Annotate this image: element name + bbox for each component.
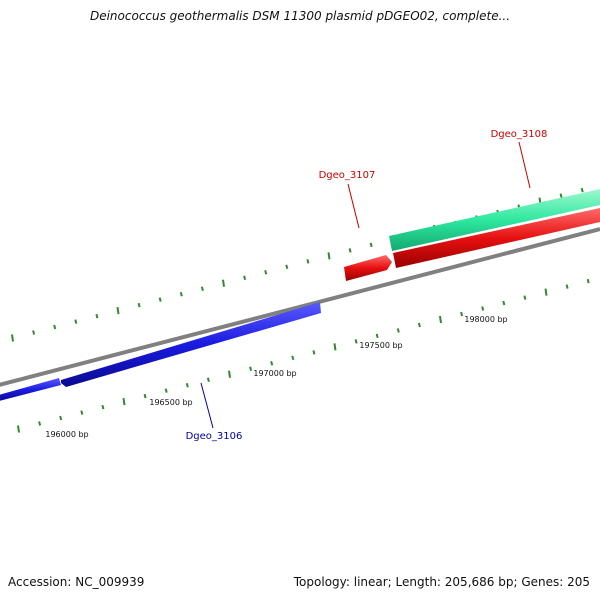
tick-mark [243, 275, 247, 281]
tick-mark [158, 297, 162, 302]
scale-label: 197000 bp [253, 369, 296, 378]
tick-mark [116, 306, 120, 315]
tick-mark [185, 382, 189, 388]
tick-mark [291, 355, 295, 361]
scale-label: 197500 bp [359, 341, 402, 350]
tick-mark [59, 415, 63, 421]
callout-dgeo-3108 [518, 141, 531, 189]
tick-mark [460, 311, 464, 317]
tick-mark [502, 300, 506, 306]
tick-mark [11, 334, 14, 342]
tick-mark [417, 322, 421, 328]
summary-text: Topology: linear; Length: 205,686 bp; Ge… [293, 575, 590, 589]
gene-label-dgeo-3108[interactable]: Dgeo_3108 [491, 129, 548, 140]
accession-text: Accession: NC_009939 [8, 575, 145, 589]
tick-mark [122, 397, 126, 406]
tick-mark [101, 404, 105, 410]
tick-mark [206, 377, 210, 382]
tick-mark [249, 366, 253, 372]
tick-mark [327, 252, 331, 260]
tick-mark [544, 288, 548, 296]
tick-mark [179, 291, 183, 297]
gene-dgeo-3107[interactable] [344, 255, 392, 281]
lower-tick-track [17, 278, 590, 433]
tick-mark [222, 279, 225, 287]
map-title: Deinococcus geothermalis DSM 11300 plasm… [89, 9, 511, 23]
tick-mark [586, 278, 590, 284]
gene-label-dgeo-3106[interactable]: Dgeo_3106 [186, 431, 243, 442]
tick-mark [264, 270, 268, 275]
scale-label: 198000 bp [464, 315, 507, 324]
callout-dgeo-3106 [200, 382, 214, 429]
gene-label-dgeo-3107[interactable]: Dgeo_3107 [319, 170, 376, 181]
tick-mark [74, 319, 78, 324]
tick-mark [481, 306, 485, 311]
tick-mark [38, 421, 42, 426]
tick-mark [559, 193, 563, 198]
tick-mark [439, 315, 442, 324]
genome-backbone [0, 227, 600, 387]
tick-mark [333, 343, 337, 351]
tick-mark [95, 313, 99, 319]
tick-mark [285, 264, 289, 270]
tick-mark [306, 259, 310, 264]
tick-mark [200, 286, 204, 291]
tick-mark [143, 393, 147, 399]
tick-mark [312, 350, 316, 355]
tick-mark [375, 333, 379, 339]
tick-mark [580, 187, 584, 193]
scale-label: 196500 bp [149, 398, 192, 407]
gene-dgeo-3108-red-segment[interactable] [393, 208, 600, 268]
tick-mark [53, 324, 57, 330]
tick-mark [523, 295, 527, 300]
tick-mark [137, 302, 141, 308]
tick-mark [32, 330, 36, 335]
tick-mark [17, 425, 20, 433]
tick-mark [354, 339, 358, 344]
gene-dgeo-3106-left-part[interactable] [0, 378, 61, 402]
tick-mark [228, 370, 231, 378]
tick-mark [270, 361, 274, 366]
tick-mark [164, 388, 168, 393]
gene-dgeo-3106[interactable] [61, 302, 321, 387]
gene-dgeo-3108[interactable] [389, 189, 600, 251]
tick-mark [348, 248, 352, 253]
callout-dgeo-3107 [347, 183, 360, 229]
scale-label: 196000 bp [45, 430, 88, 439]
tick-mark [565, 284, 569, 289]
tick-mark [369, 242, 373, 248]
tick-mark [80, 410, 84, 415]
tick-mark [396, 328, 400, 333]
